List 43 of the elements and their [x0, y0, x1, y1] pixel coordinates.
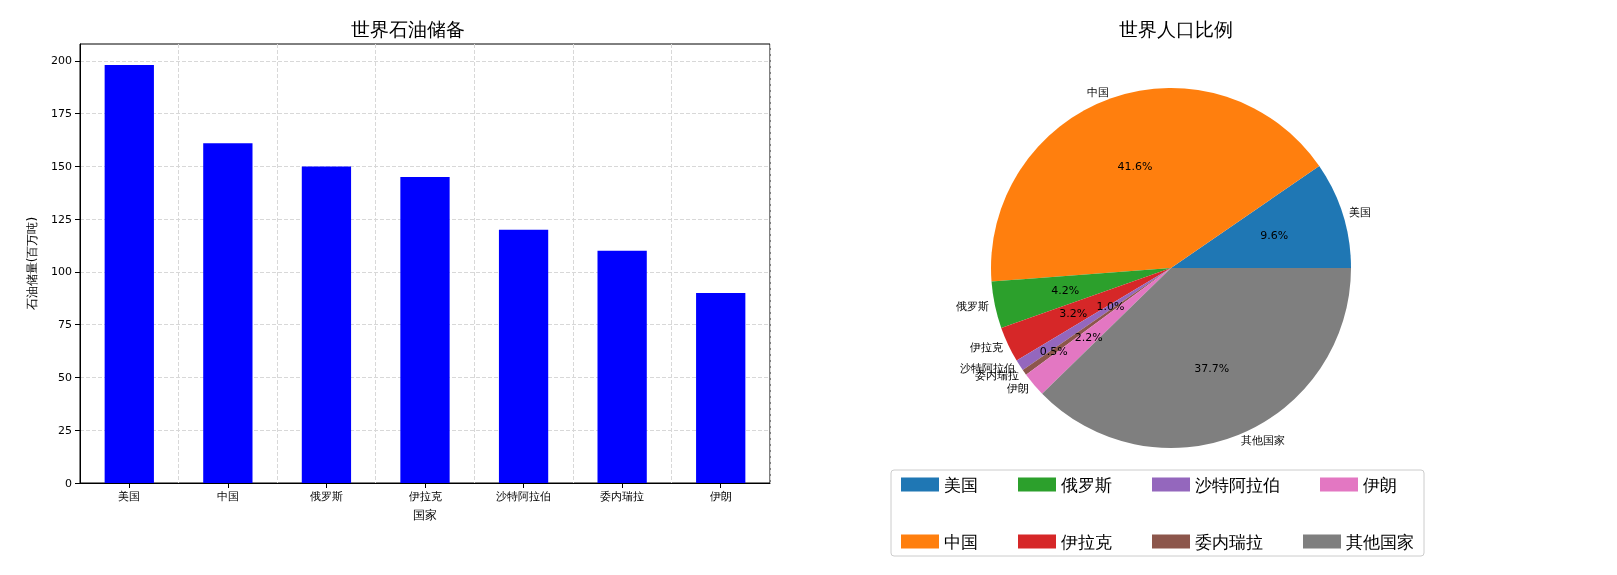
y-tick-label: 200 — [51, 54, 72, 68]
data-label: 41.6% — [1117, 159, 1153, 173]
x-tick-label: 中国 — [216, 490, 239, 503]
chart-title: 世界人口比例 — [1119, 17, 1233, 40]
slice-label: 其他国家 — [1241, 433, 1286, 447]
y-tick-label: 175 — [51, 107, 72, 121]
bar — [696, 293, 746, 483]
chart-title: 世界石油储备 — [351, 17, 465, 40]
x-tick-label: 委内瑞拉 — [600, 490, 645, 503]
x-axis-title: 国家 — [413, 508, 437, 522]
bar — [301, 166, 352, 483]
legend-label: 其他国家 — [1346, 531, 1414, 552]
x-tick-label: 伊拉克 — [408, 490, 442, 503]
slice-label: 美国 — [1348, 206, 1371, 220]
slice-label: 伊拉克 — [969, 340, 1003, 354]
bar — [597, 250, 647, 483]
bar — [104, 65, 154, 483]
y-tick-label: 50 — [58, 370, 72, 384]
data-label: 4.2% — [1051, 283, 1080, 297]
y-tick-label: 75 — [58, 318, 72, 332]
data-label: 3.2% — [1059, 307, 1088, 321]
legend-label: 中国 — [944, 531, 978, 552]
data-label: 37.7% — [1194, 361, 1230, 375]
x-tick-label: 沙特阿拉伯 — [496, 490, 552, 503]
y-axis-title: 石油储量(百万吨) — [25, 216, 39, 311]
x-tick-label: 伊朗 — [709, 490, 732, 503]
slice-label: 中国 — [1087, 86, 1110, 100]
slice-label: 俄罗斯 — [955, 299, 989, 313]
x-tick-label: 俄罗斯 — [309, 490, 343, 503]
y-tick-label: 0 — [65, 476, 72, 490]
y-tick-label: 125 — [51, 212, 72, 226]
bar — [498, 229, 549, 483]
y-tick-label: 150 — [51, 159, 72, 173]
data-label: 9.6% — [1260, 229, 1289, 243]
bar — [400, 176, 450, 483]
slice-label: 伊朗 — [1007, 381, 1030, 395]
legend-label: 委内瑞拉 — [1195, 531, 1263, 552]
bar — [203, 143, 253, 483]
y-tick-label: 100 — [51, 265, 72, 279]
legend-label: 伊拉克 — [1061, 531, 1112, 552]
x-tick-label: 美国 — [118, 490, 141, 503]
data-label: 2.2% — [1074, 331, 1103, 345]
y-tick-label: 25 — [58, 423, 72, 437]
